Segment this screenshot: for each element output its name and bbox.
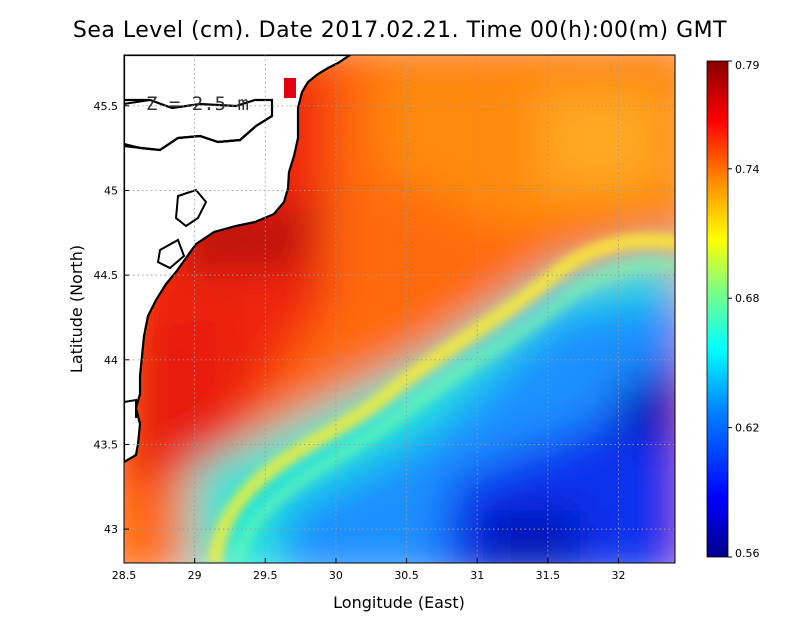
colorbar-tick-label: 0.62 (735, 422, 760, 435)
map-title: Sea Level (cm). Date 2017.02.21. Time 00… (72, 18, 728, 43)
y-tick-label: 45.5 (94, 100, 119, 113)
depth-label: Z = 2.5 m (146, 93, 249, 115)
lagoon (174, 188, 208, 228)
y-tick-label: 44 (104, 354, 118, 367)
x-tick-label: 29 (188, 569, 202, 582)
coast-southwest-bay (124, 398, 137, 418)
x-axis-ticks: 28.5 29 29.5 30 30.5 31 31.5 32 (112, 558, 625, 582)
colorbar-ticks: 0.79 0.74 0.68 0.62 0.56 (728, 59, 760, 560)
x-tick-label: 31.5 (536, 569, 561, 582)
colorbar-tick-label: 0.79 (735, 59, 760, 72)
delta-channel (124, 99, 151, 105)
x-tick-label: 30 (329, 569, 343, 582)
x-tick-label: 31 (470, 569, 484, 582)
y-tick-label: 45 (104, 184, 118, 197)
y-tick-label: 44.5 (94, 269, 119, 282)
colorbar (706, 60, 729, 558)
gridlines (124, 55, 675, 563)
sea-level-field (124, 55, 675, 563)
coast-north-segment (124, 115, 273, 152)
y-axis-ticks: 43 43.5 44 44.5 45 45.5 (94, 100, 129, 536)
y-tick-label: 43 (104, 523, 118, 536)
red-coastal-cell (284, 78, 296, 98)
lagoon-south (156, 238, 186, 270)
y-tick-label: 43.5 (94, 438, 119, 451)
coastline (124, 55, 352, 464)
x-tick-label: 30.5 (394, 569, 419, 582)
y-axis-label: Latitude (North) (67, 245, 86, 373)
plot-frame (123, 54, 676, 564)
x-tick-label: 32 (611, 569, 625, 582)
colorbar-tick-label: 0.74 (735, 163, 760, 176)
x-tick-label: 29.5 (253, 569, 278, 582)
x-tick-label: 28.5 (112, 569, 137, 582)
colorbar-tick-label: 0.56 (735, 547, 760, 560)
x-axis-label: Longitude (East) (333, 593, 465, 612)
land-mask (124, 55, 352, 464)
colorbar-tick-label: 0.68 (735, 292, 760, 305)
